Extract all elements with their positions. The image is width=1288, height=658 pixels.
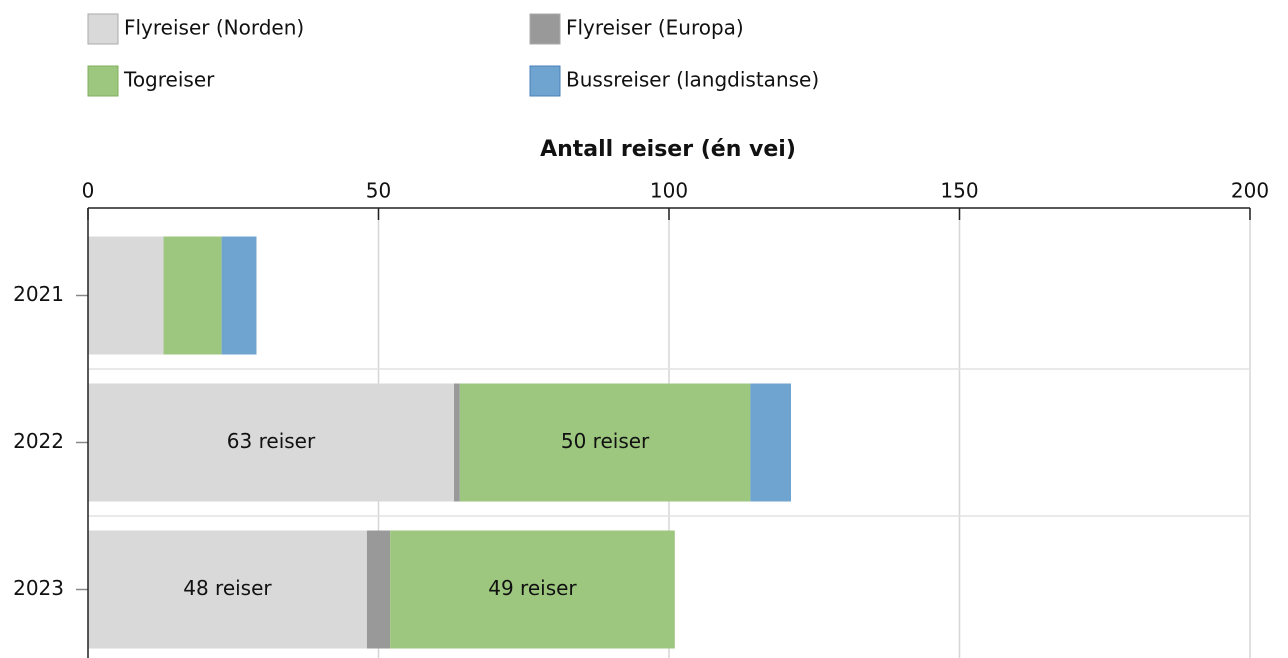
value-label: 49 reiser	[488, 576, 577, 600]
legend-label: Bussreiser (langdistanse)	[566, 68, 819, 92]
legend-swatch	[529, 65, 561, 97]
x-tick-label: 200	[1231, 179, 1269, 203]
legend-swatch	[87, 65, 119, 97]
bar-segment	[454, 383, 460, 502]
x-tick-label: 0	[82, 179, 95, 203]
value-label: 50 reiser	[561, 429, 650, 453]
bar-segment	[390, 530, 675, 649]
legend-swatch	[87, 13, 119, 45]
x-tick-label: 50	[366, 179, 391, 203]
bar-segment	[88, 530, 367, 649]
bar-segment	[88, 236, 164, 355]
y-tick-label: 2022	[13, 429, 64, 453]
bar-segment	[750, 383, 792, 502]
legend-label: Togreiser	[123, 68, 215, 92]
axis-title: Antall reiser (én vei)	[540, 137, 796, 162]
x-tick-label: 150	[940, 179, 978, 203]
bar-segment	[88, 383, 455, 502]
y-tick-label: 2021	[13, 282, 64, 306]
x-tick-label: 100	[650, 179, 688, 203]
bar-segment	[163, 236, 222, 355]
y-tick-label: 2023	[13, 576, 64, 600]
bar-segment	[459, 383, 751, 502]
bar-segment	[221, 236, 257, 355]
legend-label: Flyreiser (Europa)	[566, 16, 744, 40]
legend-swatch	[529, 13, 561, 45]
value-label: 63 reiser	[227, 429, 316, 453]
value-label: 48 reiser	[183, 576, 272, 600]
legend-label: Flyreiser (Norden)	[124, 16, 304, 40]
bar-segment	[366, 530, 391, 649]
